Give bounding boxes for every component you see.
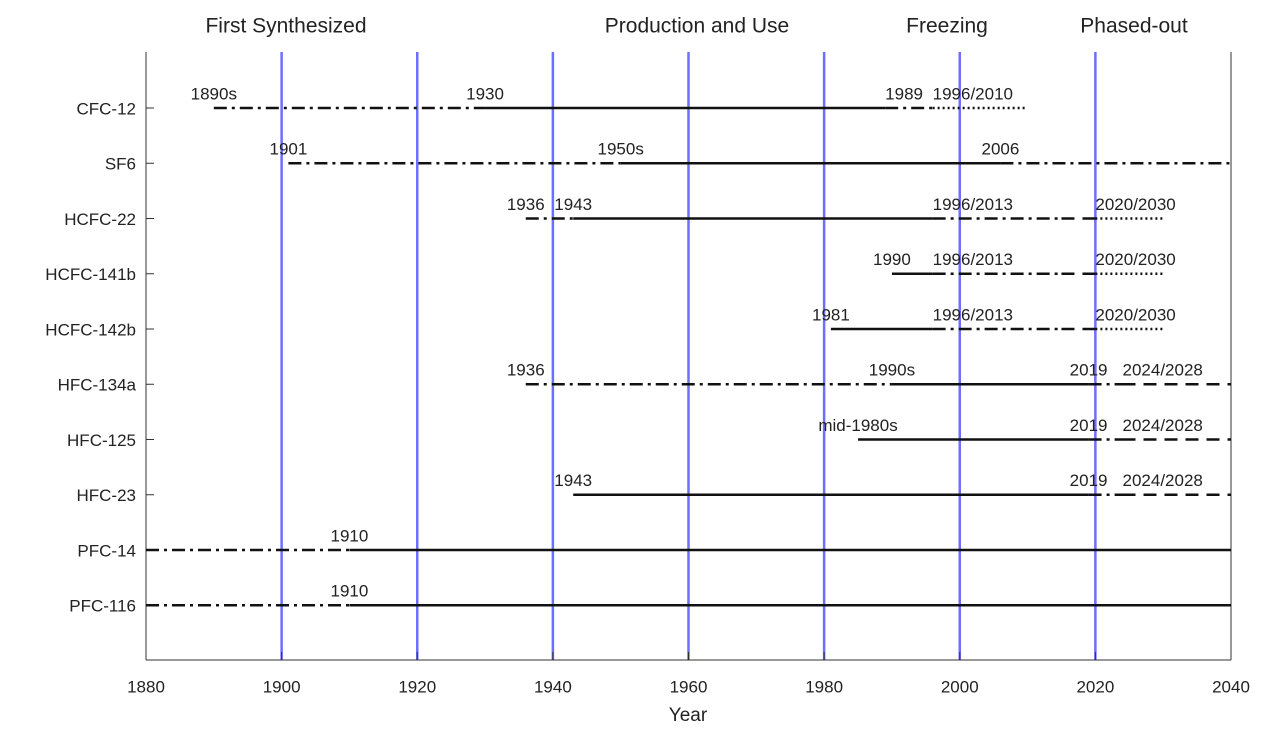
phase-header: Phased-out [1080, 15, 1188, 38]
year-label: 1981 [812, 305, 850, 324]
y-tick-label: HFC-134a [58, 376, 137, 395]
year-label: 2020/2030 [1095, 195, 1175, 214]
year-label: 1930 [466, 84, 504, 103]
x-tick-label: 1980 [805, 677, 843, 696]
x-axis-label: Year [669, 705, 708, 726]
y-tick-label: PFC-116 [69, 597, 136, 616]
phase-header: Production and Use [605, 15, 789, 38]
year-label: 2019 [1070, 416, 1108, 435]
year-label: 1936 [507, 361, 545, 380]
x-tick-label: 1940 [534, 677, 572, 696]
year-label: 2020/2030 [1095, 305, 1175, 324]
year-label: 1989 [885, 84, 923, 103]
year-label: 1943 [554, 471, 592, 490]
y-tick-label: PFC-14 [77, 541, 136, 560]
y-tick-label: CFC-12 [76, 99, 136, 118]
x-tick-label: 2020 [1076, 677, 1114, 696]
y-tick-label: HFC-125 [67, 431, 136, 450]
year-label: 1996/2013 [933, 305, 1013, 324]
y-tick-label: HFC-23 [76, 486, 136, 505]
x-tick-label: 1960 [670, 677, 708, 696]
year-label: 1950s [598, 140, 644, 159]
year-label: 2020/2030 [1095, 250, 1175, 269]
year-label: 2006 [982, 140, 1020, 159]
y-tick-label: HCFC-22 [64, 210, 136, 229]
year-label: 1910 [331, 526, 369, 545]
year-label: 1936 [507, 195, 545, 214]
x-tick-label: 1900 [263, 677, 301, 696]
x-tick-label: 1920 [398, 677, 436, 696]
year-label: 1901 [269, 140, 307, 159]
year-label: 1996/2013 [933, 250, 1013, 269]
phase-header: First Synthesized [205, 15, 366, 38]
year-label: 2024/2028 [1123, 416, 1203, 435]
year-label: 2024/2028 [1123, 471, 1203, 490]
year-label: 2024/2028 [1123, 361, 1203, 380]
x-tick-label: 1880 [127, 677, 165, 696]
year-label: 2019 [1070, 361, 1108, 380]
phase-header: Freezing [906, 15, 988, 38]
x-tick-label: 2000 [941, 677, 979, 696]
year-label: 1996/2013 [933, 195, 1013, 214]
y-tick-label: SF6 [105, 155, 136, 174]
x-tick-label: 2040 [1212, 677, 1250, 696]
year-label: 1910 [331, 582, 369, 601]
year-label: 1990 [873, 250, 911, 269]
year-label: 1990s [869, 361, 915, 380]
y-tick-label: HCFC-141b [45, 265, 136, 284]
year-label: 2019 [1070, 471, 1108, 490]
year-label: 1943 [554, 195, 592, 214]
year-label: mid-1980s [818, 416, 897, 435]
year-label: 1996/2010 [933, 84, 1013, 103]
year-label: 1890s [191, 84, 237, 103]
y-tick-label: HCFC-142b [45, 320, 136, 339]
